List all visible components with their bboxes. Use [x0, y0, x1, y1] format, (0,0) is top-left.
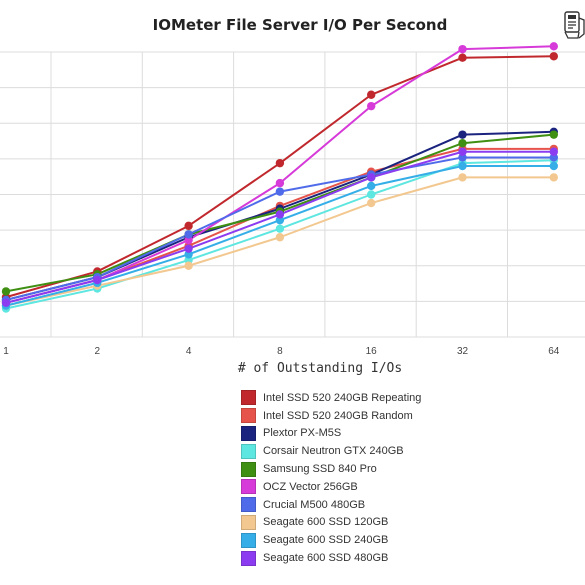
legend-swatch	[241, 550, 256, 566]
legend-item[interactable]: Corsair Neutron GTX 240GB	[241, 442, 421, 460]
x-tick-label: 8	[277, 346, 283, 357]
legend-label: Intel SSD 520 240GB Repeating	[263, 391, 422, 404]
legend-label: Crucial M500 480GB	[263, 498, 366, 511]
x-tick-label: 1	[3, 346, 9, 357]
data-point	[275, 178, 285, 188]
data-point	[549, 161, 558, 171]
data-point	[275, 224, 285, 233]
legend-label: Seagate 600 SSD 240GB	[263, 534, 389, 547]
data-point	[184, 261, 193, 270]
legend-swatch	[241, 479, 256, 495]
legend-item[interactable]: Seagate 600 SSD 480GB	[241, 549, 421, 567]
data-point	[549, 130, 558, 139]
data-point	[458, 139, 467, 148]
data-point	[367, 198, 376, 208]
data-point	[275, 158, 285, 168]
legend-label: Corsair Neutron GTX 240GB	[263, 445, 404, 458]
series-lines	[5, 45, 554, 310]
data-point	[184, 230, 193, 239]
data-point	[549, 42, 558, 51]
legend-label: Intel SSD 520 240GB Random	[263, 409, 413, 422]
data-point	[275, 187, 285, 196]
data-point	[367, 173, 376, 182]
data-point	[549, 52, 558, 61]
x-tick-label: 16	[366, 346, 378, 357]
data-point	[275, 210, 285, 219]
grid-lines	[0, 51, 585, 338]
legend-swatch	[241, 514, 256, 530]
legend-swatch	[241, 425, 256, 441]
legend-label: Samsung SSD 840 Pro	[263, 463, 377, 476]
data-point	[93, 275, 102, 285]
x-tick-label: 4	[186, 346, 192, 357]
series-points	[1, 42, 558, 313]
x-tick-label: 2	[95, 346, 101, 357]
legend-swatch	[241, 497, 256, 513]
legend-label: Seagate 600 SSD 480GB	[263, 552, 389, 565]
data-point	[367, 190, 376, 199]
legend-swatch	[241, 461, 256, 477]
data-point	[184, 244, 193, 253]
x-axis-label: # of Outstanding I/Os	[237, 361, 403, 376]
legend-swatch	[241, 408, 256, 424]
legend-item[interactable]: Plextor PX-M5S	[241, 425, 421, 443]
legend-swatch	[241, 532, 256, 548]
site-logo-icon	[562, 10, 585, 40]
legend-label: Seagate 600 SSD 120GB	[263, 516, 389, 529]
chart-legend: Intel SSD 520 240GB Repeating Intel SSD 5…	[241, 389, 421, 567]
x-tick-labels: 1 2 4 8 16 32 64	[3, 346, 560, 357]
data-point	[549, 147, 558, 156]
data-point	[458, 130, 467, 139]
x-tick-label: 64	[548, 346, 560, 357]
data-point	[367, 181, 376, 191]
line-chart-plot: 1 2 4 8 16 32 64	[0, 42, 585, 357]
data-point	[458, 53, 467, 62]
legend-swatch	[241, 443, 256, 459]
data-point	[458, 173, 467, 182]
legend-label: Plextor PX-M5S	[263, 427, 342, 440]
chart-title: IOMeter File Server I/O Per Second	[152, 16, 448, 34]
series-line	[5, 176, 554, 307]
data-point	[458, 44, 467, 54]
legend-item[interactable]: Samsung SSD 840 Pro	[241, 460, 421, 478]
legend-item[interactable]: Intel SSD 520 240GB Random	[241, 407, 421, 425]
data-point	[367, 101, 376, 111]
data-point	[184, 221, 193, 231]
data-point	[367, 90, 376, 99]
series-line	[5, 45, 554, 304]
legend-item[interactable]: OCZ Vector 256GB	[241, 478, 421, 496]
data-point	[1, 298, 11, 307]
data-point	[275, 233, 285, 242]
data-point	[1, 287, 11, 296]
x-tick-label: 32	[457, 346, 469, 357]
legend-label: OCZ Vector 256GB	[263, 480, 358, 493]
data-point	[458, 147, 467, 156]
legend-item[interactable]: Seagate 600 SSD 120GB	[241, 514, 421, 532]
data-point	[458, 161, 467, 171]
data-point	[549, 173, 558, 182]
legend-swatch	[241, 390, 256, 406]
legend-item[interactable]: Crucial M500 480GB	[241, 496, 421, 514]
legend-item[interactable]: Seagate 600 SSD 240GB	[241, 531, 421, 549]
legend-item[interactable]: Intel SSD 520 240GB Repeating	[241, 389, 421, 407]
